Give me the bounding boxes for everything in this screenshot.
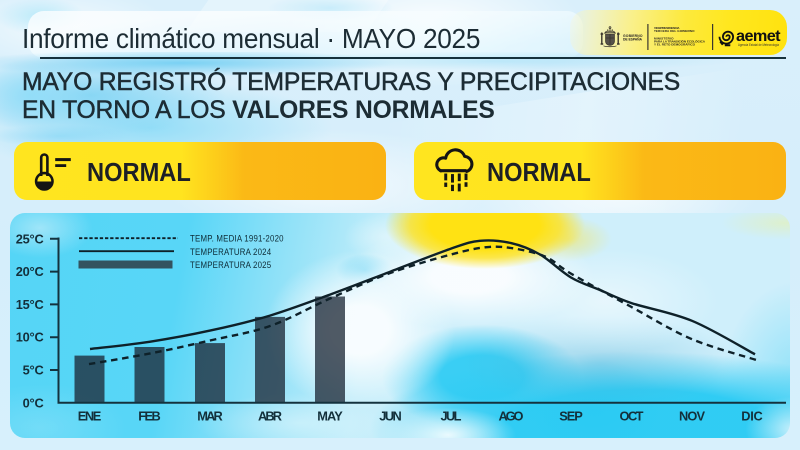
svg-text:MINISTERIO: MINISTERIO	[654, 37, 674, 41]
svg-text:PARA LA TRANSICIÓN ECOLÓGICA: PARA LA TRANSICIÓN ECOLÓGICA	[654, 39, 706, 44]
svg-text:TERCERA DEL GOBIERNO: TERCERA DEL GOBIERNO	[654, 29, 695, 33]
svg-text:VICEPRESIDENCIA: VICEPRESIDENCIA	[654, 26, 680, 30]
svg-text:DIC: DIC	[741, 409, 763, 424]
svg-text:GOBIERNO: GOBIERNO	[623, 34, 643, 38]
svg-text:TEMPERATURA 2025: TEMPERATURA 2025	[190, 259, 271, 270]
svg-text:Y EL RETO DEMOGRÁFICO: Y EL RETO DEMOGRÁFICO	[654, 42, 696, 47]
svg-text:25°C: 25°C	[16, 231, 44, 246]
svg-text:JUL: JUL	[441, 409, 462, 424]
svg-text:DE ESPAÑA: DE ESPAÑA	[623, 36, 643, 41]
svg-text:15°C: 15°C	[16, 297, 44, 312]
svg-text:20°C: 20°C	[16, 264, 44, 279]
svg-text:ABR: ABR	[258, 409, 282, 424]
svg-text:5°C: 5°C	[23, 363, 44, 378]
svg-text:TEMP. MEDIA 1991-2020: TEMP. MEDIA 1991-2020	[190, 233, 284, 244]
svg-text:TEMPERATURA 2024: TEMPERATURA 2024	[190, 246, 271, 257]
svg-text:Agencia Estatal de Meteorologí: Agencia Estatal de Meteorología	[738, 43, 779, 47]
svg-text:JUN: JUN	[379, 409, 402, 424]
svg-text:NOV: NOV	[679, 409, 705, 424]
svg-text:SEP: SEP	[559, 409, 583, 424]
svg-text:10°C: 10°C	[16, 330, 44, 345]
svg-text:AGO: AGO	[499, 409, 524, 424]
svg-text:FEB: FEB	[138, 409, 161, 424]
svg-text:OCT: OCT	[620, 409, 644, 424]
svg-text:ENE: ENE	[78, 409, 102, 424]
svg-text:0°C: 0°C	[23, 395, 44, 410]
svg-text:aemet: aemet	[736, 28, 781, 45]
svg-text:MAR: MAR	[197, 409, 223, 424]
svg-text:MAY: MAY	[317, 409, 343, 424]
